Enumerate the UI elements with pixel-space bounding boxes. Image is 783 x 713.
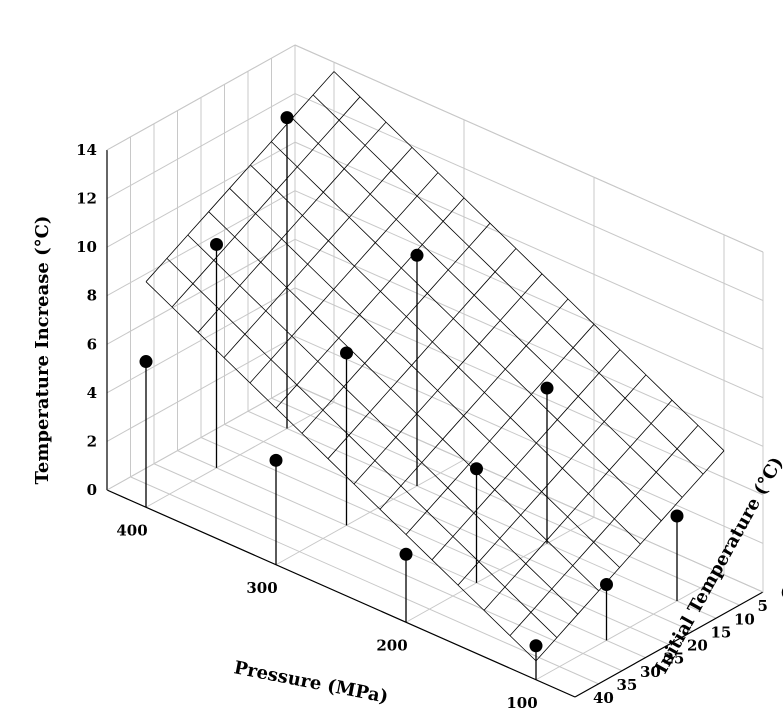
left-wall-gridline (106, 287, 296, 394)
surface-mesh-line (483, 399, 673, 611)
y-tick-label: 30 (640, 663, 661, 681)
tick-labels: 024681012144003002001000510152025303540 (76, 141, 783, 712)
y-tick-label: 20 (687, 637, 708, 655)
data-point (410, 248, 424, 262)
x-tick-label: 100 (506, 694, 537, 712)
top-edge (106, 44, 296, 151)
z-axis-title: Temperature Increase (°C) (32, 216, 53, 485)
surface-mesh-line (333, 71, 725, 451)
surface-mesh-line (275, 197, 465, 409)
y-tick-label: 25 (664, 650, 685, 668)
data-point (540, 381, 554, 395)
surface-mesh-line (431, 349, 621, 561)
surface-mesh-line (250, 164, 641, 545)
back-wall-gridline (294, 141, 764, 350)
x-tick-label: 300 (246, 579, 277, 597)
x-tick-label: 400 (116, 521, 147, 539)
fitted-surface-mesh (145, 71, 725, 662)
floor-gridline (224, 423, 693, 632)
floor-edge (106, 384, 296, 491)
back-wall-gridline (294, 93, 764, 302)
floor-gridline (153, 463, 623, 672)
floor-gridline (200, 437, 670, 645)
surface-mesh-line (535, 450, 725, 662)
surface-mesh-line (353, 273, 543, 485)
left-wall-gridline (106, 190, 296, 297)
surface-mesh-line (379, 298, 569, 510)
y-tick-label: 0 (781, 584, 783, 602)
y-tick-label: 40 (593, 689, 614, 707)
floor-gridline (247, 410, 717, 619)
z-tick-label: 8 (87, 287, 97, 305)
left-wall-gridline (106, 93, 296, 200)
surface-mesh-line (312, 94, 704, 475)
grid-layer (106, 44, 764, 698)
surface-mesh-line (145, 281, 537, 662)
surface-mesh-line (291, 117, 683, 498)
surface-mesh-line (171, 96, 361, 308)
surface-mesh-line (145, 71, 335, 282)
y-tick-label: 10 (734, 610, 755, 628)
frame-layer (106, 44, 764, 698)
drop-lines-back (145, 244, 678, 641)
x-axis-line (106, 489, 576, 698)
left-wall-gridline (106, 141, 296, 248)
z-tick-label: 0 (87, 481, 97, 499)
surface-mesh-line (405, 324, 595, 535)
data-point (670, 509, 684, 523)
y-tick-label: 5 (758, 597, 768, 615)
surface-mesh-line (223, 147, 413, 358)
z-tick-label: 14 (76, 141, 97, 159)
surface-mesh-line (229, 188, 620, 568)
surface-mesh-line (271, 141, 662, 522)
z-tick-label: 12 (76, 190, 97, 208)
surface-mesh-line (187, 234, 579, 615)
surface-mesh-line (457, 374, 647, 586)
back-wall-gridline (294, 190, 764, 399)
data-points (139, 111, 684, 653)
x-tick-label: 200 (376, 636, 407, 654)
surface-mesh-line (208, 211, 599, 592)
y-tick-label: 15 (711, 623, 732, 641)
data-point (600, 578, 613, 592)
floor-edge (294, 384, 764, 593)
top-edge (294, 44, 764, 253)
data-point (470, 462, 483, 476)
y-tick-label: 35 (617, 676, 638, 694)
x-axis-title: Pressure (MPa) (232, 657, 390, 708)
surface-mesh-line (249, 172, 439, 384)
y-axis-line (574, 591, 764, 698)
surface-mesh-line (509, 425, 699, 636)
surface-mesh-line (327, 248, 517, 459)
data-point (529, 639, 543, 653)
floor-gridline (130, 476, 599, 685)
left-wall-gridline (106, 335, 296, 442)
z-tick-label: 6 (87, 335, 97, 353)
surface-mesh-line (197, 121, 387, 333)
floor-gridline (271, 397, 740, 606)
data-point (340, 346, 353, 360)
data-point (269, 453, 283, 467)
surface-mesh-line (301, 222, 491, 434)
data-point (399, 547, 413, 561)
back-wall-gridline (294, 287, 764, 496)
surface-mesh-line (166, 258, 558, 638)
z-tick-label: 10 (76, 238, 97, 256)
data-point (280, 111, 294, 125)
z-tick-label: 2 (87, 432, 97, 450)
data-point (210, 237, 223, 251)
data-point (139, 355, 153, 369)
z-tick-label: 4 (87, 384, 97, 402)
